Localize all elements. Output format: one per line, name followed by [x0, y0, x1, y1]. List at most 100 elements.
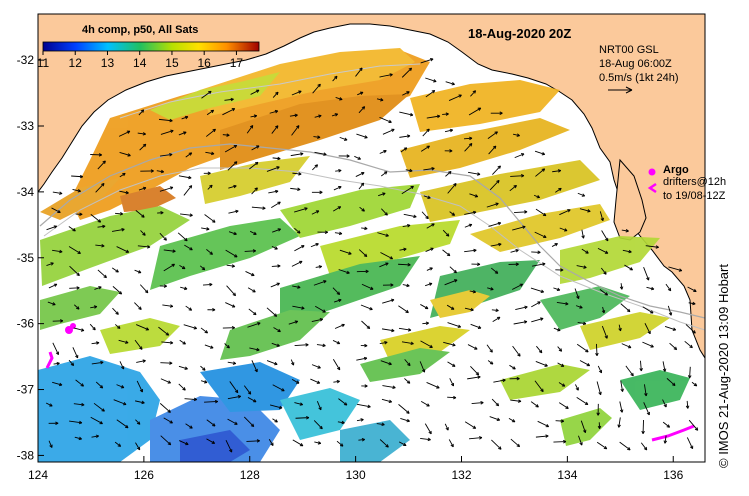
- velocity-arrow: [228, 231, 237, 236]
- velocity-arrow: [334, 323, 345, 329]
- velocity-arrow: [201, 227, 210, 231]
- velocity-arrow: [426, 114, 441, 119]
- velocity-arrow: [531, 301, 541, 308]
- velocity-arrow: [685, 400, 690, 409]
- velocity-arrow: [471, 262, 481, 267]
- velocity-arrow: [530, 401, 539, 408]
- velocity-arrow: [420, 145, 430, 152]
- velocity-arrow: [112, 307, 119, 315]
- velocity-arrow: [512, 225, 526, 231]
- velocity-arrow: [244, 249, 256, 253]
- velocity-arrow: [359, 206, 365, 212]
- velocity-arrow: [444, 423, 449, 431]
- velocity-arrow: [52, 319, 64, 323]
- velocity-arrow: [426, 223, 435, 229]
- velocity-arrow: [644, 384, 648, 397]
- velocity-arrow: [158, 118, 173, 123]
- velocity-arrow: [118, 130, 131, 137]
- velocity-arrow: [119, 190, 129, 195]
- velocity-arrow: [272, 228, 282, 233]
- velocity-arrow: [75, 379, 84, 387]
- velocity-arrow: [642, 306, 654, 314]
- velocity-arrow: [641, 420, 645, 435]
- drifter-track-icon: [651, 424, 695, 442]
- velocity-arrow: [381, 398, 393, 404]
- velocity-arrow: [356, 403, 371, 409]
- velocity-arrow: [163, 417, 173, 424]
- velocity-arrow: [400, 147, 408, 153]
- velocity-arrow: [360, 304, 373, 311]
- velocity-arrow: [95, 381, 104, 389]
- velocity-arrow: [596, 381, 602, 396]
- velocity-arrow: [513, 320, 528, 325]
- velocity-time: 18-Aug 06:00Z: [599, 58, 672, 70]
- drifter-track-icon: [45, 351, 54, 369]
- velocity-arrow: [338, 269, 350, 275]
- velocity-arrow: [71, 174, 84, 179]
- velocity-arrow: [53, 361, 60, 366]
- velocity-arrow: [185, 305, 193, 311]
- velocity-arrow: [358, 249, 368, 258]
- velocity-arrow: [358, 438, 365, 442]
- velocity-arrow: [596, 403, 600, 416]
- velocity-arrow: [185, 152, 193, 158]
- velocity-arrow: [471, 401, 484, 405]
- velocity-arrow: [468, 171, 481, 176]
- velocity-arrow: [271, 125, 279, 134]
- velocity-arrow: [536, 345, 543, 354]
- velocity-arrow: [467, 375, 481, 380]
- velocity-arrow: [421, 211, 429, 220]
- velocity-arrow: [289, 113, 298, 118]
- velocity-arrow: [97, 160, 106, 170]
- velocity-arrow: [490, 242, 502, 247]
- velocity-arrow: [337, 420, 345, 425]
- velocity-arrow: [361, 226, 368, 231]
- velocity-arrow: [358, 106, 366, 114]
- velocity-arrow: [445, 81, 455, 86]
- velocity-arrow: [354, 155, 361, 160]
- velocity-arrow: [360, 343, 368, 348]
- velocity-arrow-icon: [608, 86, 633, 94]
- velocity-arrow: [423, 166, 435, 171]
- velocity-arrow: [400, 417, 410, 423]
- velocity-arrow: [332, 206, 342, 212]
- velocity-arrow: [247, 322, 261, 328]
- velocity-arrow: [378, 192, 386, 197]
- velocity-arrow: [422, 321, 430, 326]
- velocity-arrow: [134, 269, 142, 274]
- y-tick-label: -32: [17, 53, 35, 67]
- velocity-arrow: [426, 267, 433, 271]
- velocity-arrow: [226, 285, 237, 297]
- velocity-arrow: [621, 343, 632, 349]
- velocity-arrow: [73, 402, 85, 407]
- velocity-arrow: [666, 378, 676, 387]
- velocity-arrow: [424, 423, 432, 435]
- velocity-arrow: [111, 267, 119, 273]
- velocity-arrow: [184, 397, 197, 402]
- velocity-arrow: [446, 304, 455, 310]
- velocity-arrow: [381, 208, 388, 216]
- velocity-arrow: [204, 214, 216, 223]
- velocity-arrow: [668, 266, 683, 272]
- velocity-arrow: [68, 359, 75, 366]
- velocity-legend: NRT00 GSL 18-Aug 06:00Z 0.5m/s (1kt 24h): [599, 44, 678, 94]
- velocity-arrow: [464, 421, 477, 429]
- velocity-arrow: [356, 133, 368, 139]
- velocity-arrow: [444, 128, 454, 133]
- velocity-arrow: [356, 269, 369, 274]
- x-tick-label: 130: [346, 468, 366, 482]
- velocity-arrow: [249, 161, 259, 170]
- velocity-arrow: [444, 279, 458, 286]
- velocity-arrow: [508, 262, 519, 267]
- velocity-arrow: [464, 143, 473, 152]
- velocity-arrow: [119, 151, 131, 157]
- velocity-arrow: [514, 210, 528, 214]
- velocity-arrow: [225, 249, 238, 258]
- velocity-arrow: [97, 269, 107, 279]
- velocity-arrow: [558, 382, 566, 387]
- velocity-arrow: [161, 341, 174, 345]
- velocity-arrow: [200, 380, 208, 384]
- velocity-arrow: [207, 308, 216, 312]
- velocity-arrow: [688, 419, 699, 431]
